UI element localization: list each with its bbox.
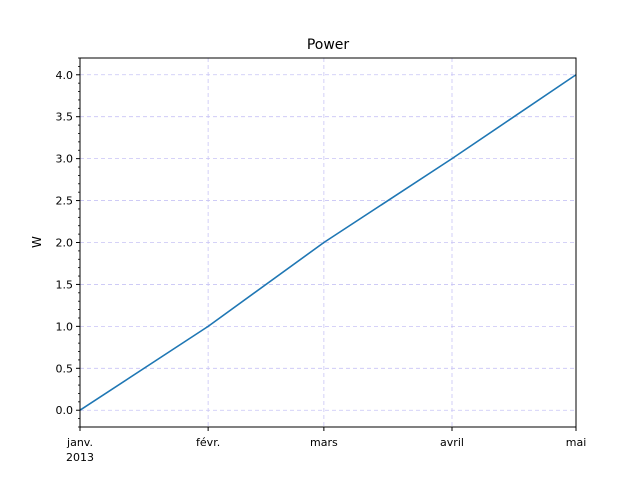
x-tick-year-label: 2013 xyxy=(66,451,94,464)
y-tick-label: 3.0 xyxy=(56,153,74,166)
series-layer xyxy=(79,74,577,411)
x-tick-label: févr. xyxy=(196,436,220,449)
y-tick-label: 2.0 xyxy=(56,237,74,250)
y-tick-label: 1.5 xyxy=(56,278,74,291)
x-tick-label: avril xyxy=(440,436,464,449)
series-line xyxy=(79,74,577,411)
y-tick-label: 3.5 xyxy=(56,111,74,124)
x-tick-label: mai xyxy=(566,436,587,449)
y-tick-label: 0.0 xyxy=(56,404,74,417)
y-tick-label: 4.0 xyxy=(56,69,74,82)
grid xyxy=(79,58,577,427)
y-tick-label: 2.5 xyxy=(56,195,74,208)
x-tick-label: mars xyxy=(310,436,338,449)
chart-title: Power xyxy=(307,37,350,53)
y-tick-label: 1.0 xyxy=(56,320,74,333)
y-axis-ticks: 0.0 0.5 1.0 1.5 2.0 2.5 3.0 3.5 4.0 xyxy=(56,57,80,428)
y-tick-label: 0.5 xyxy=(56,362,74,375)
y-axis-label: W xyxy=(30,236,44,248)
plot-frame xyxy=(79,57,577,428)
x-tick-label: janv. xyxy=(66,436,93,449)
x-axis-ticks: janv. 2013 févr. mars avril mai xyxy=(66,427,586,464)
